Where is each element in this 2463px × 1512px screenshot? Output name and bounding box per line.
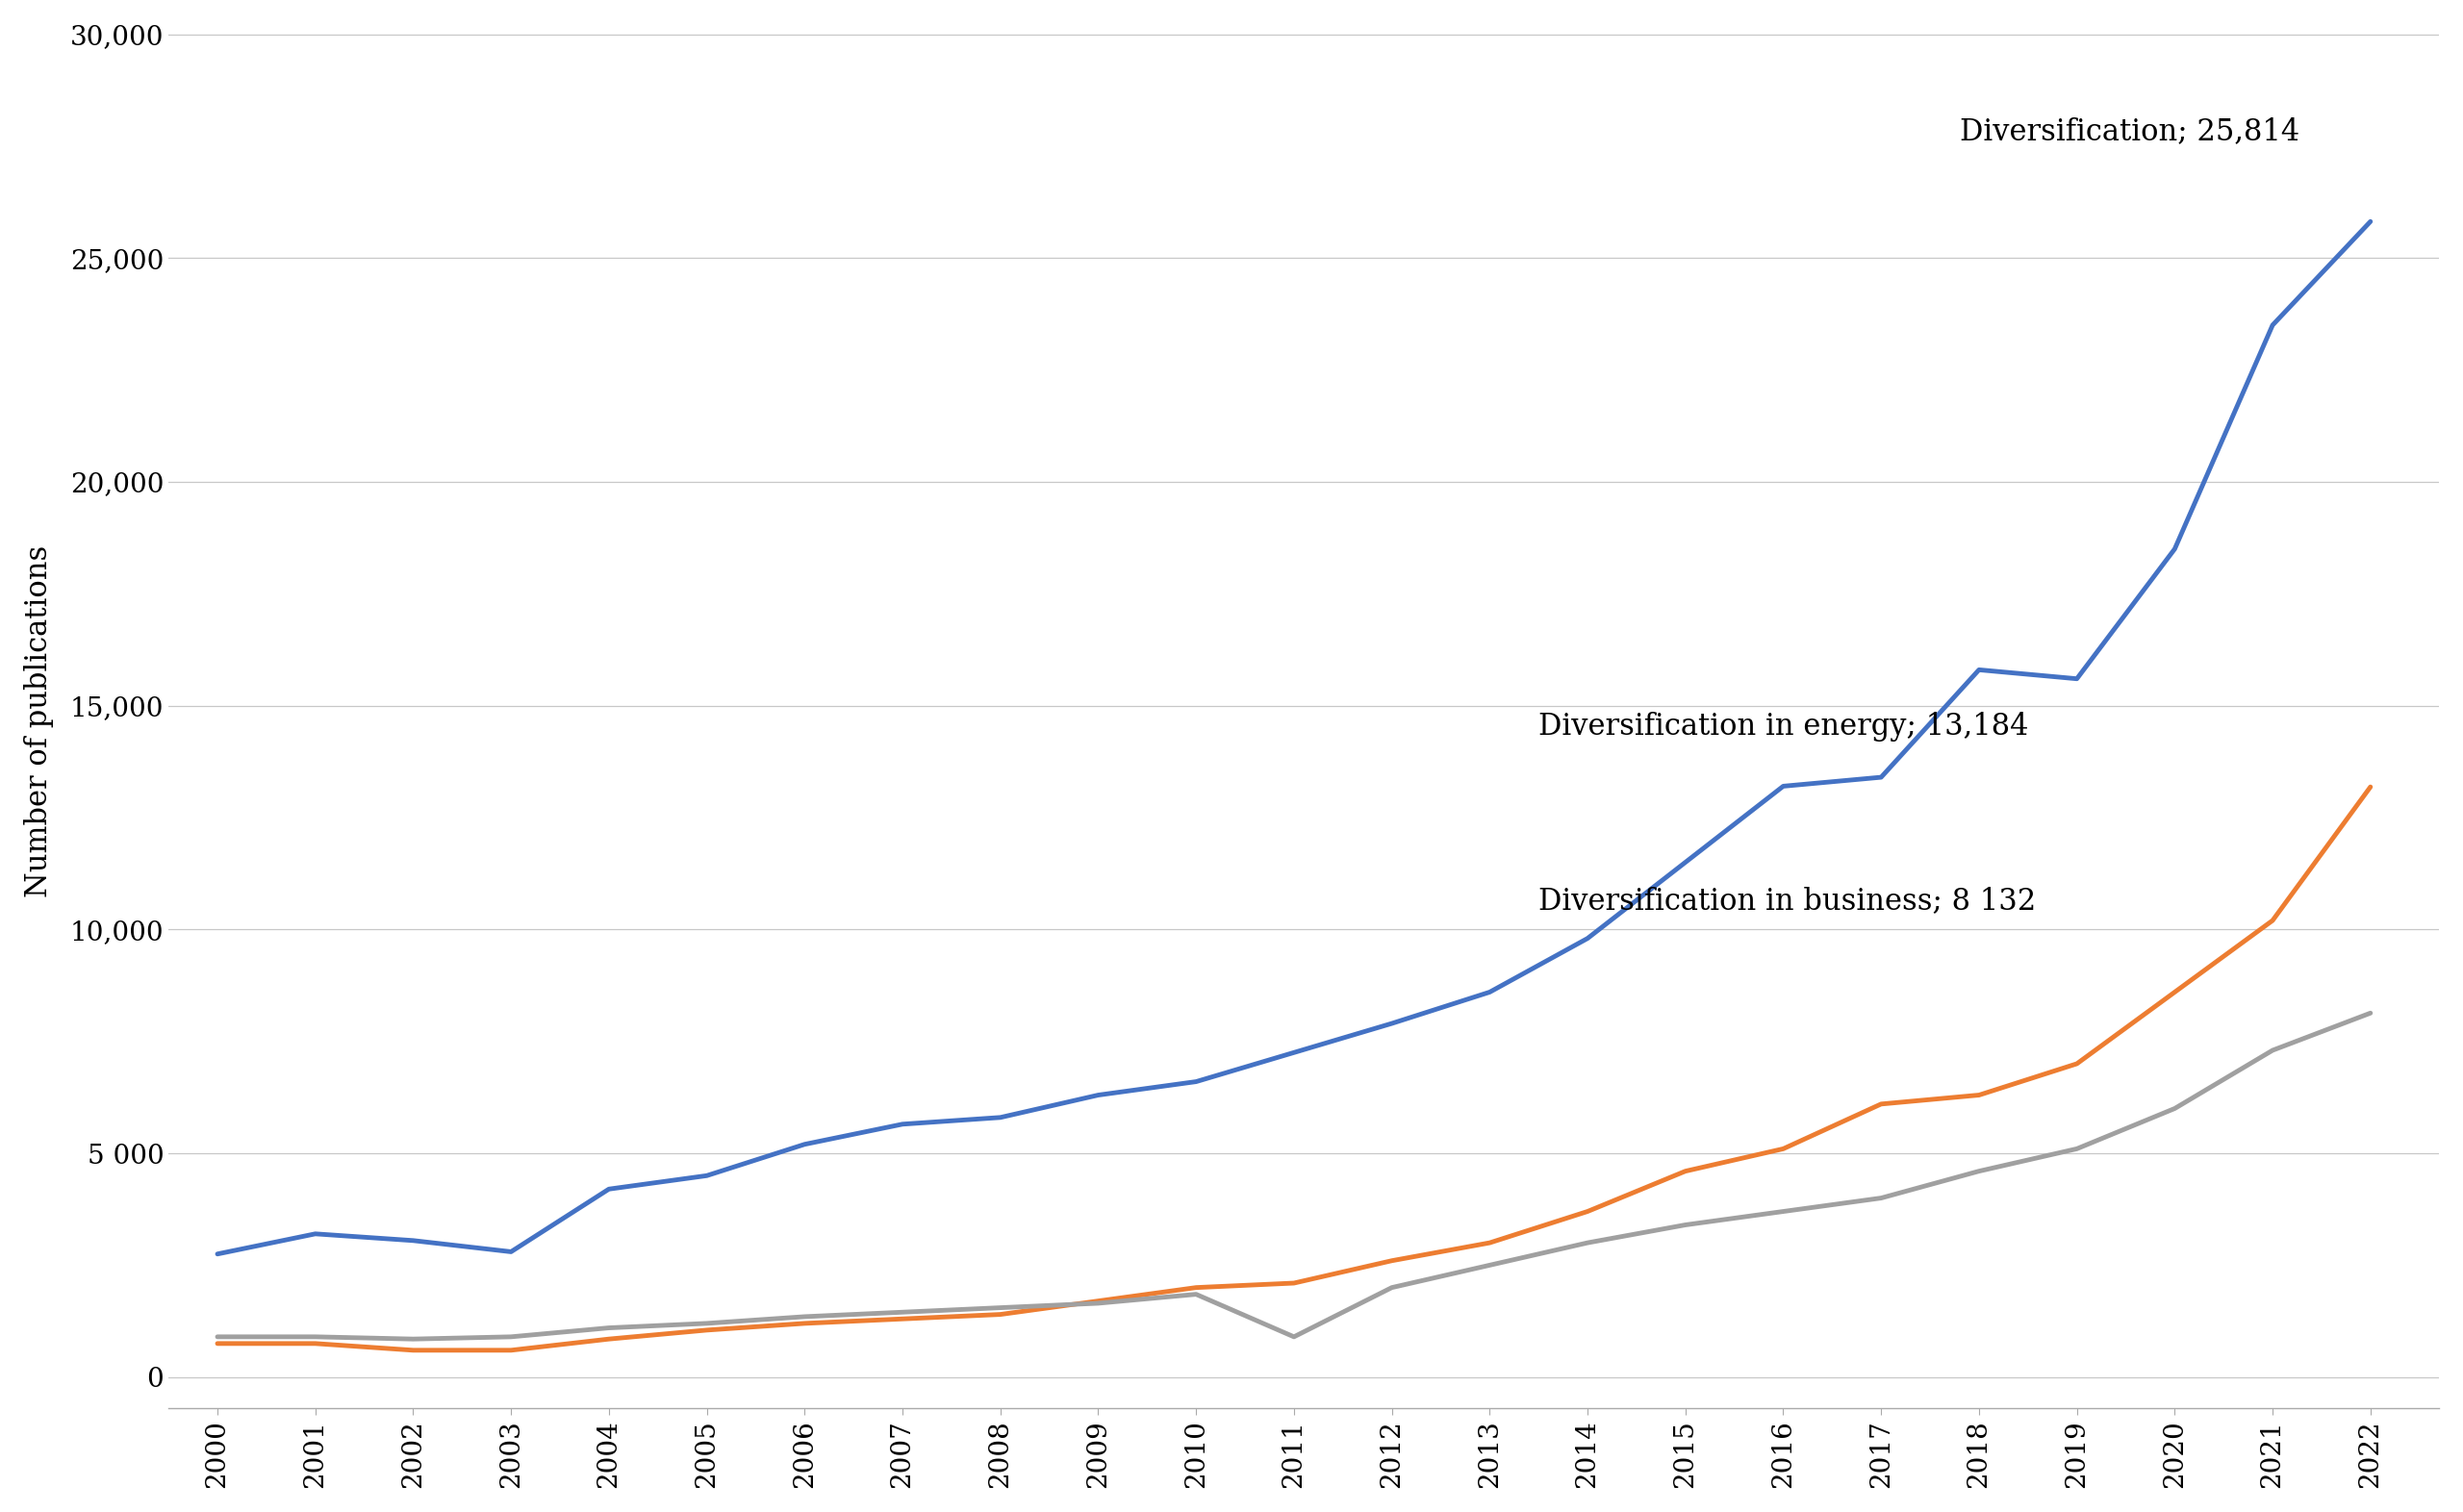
Text: Diversification; 25,814: Diversification; 25,814 [1961,116,2298,147]
Text: Diversification in energy; 13,184: Diversification in energy; 13,184 [1539,712,2030,741]
Y-axis label: Number of publications: Number of publications [25,546,54,898]
Text: Diversification in business; 8 132: Diversification in business; 8 132 [1539,886,2037,916]
